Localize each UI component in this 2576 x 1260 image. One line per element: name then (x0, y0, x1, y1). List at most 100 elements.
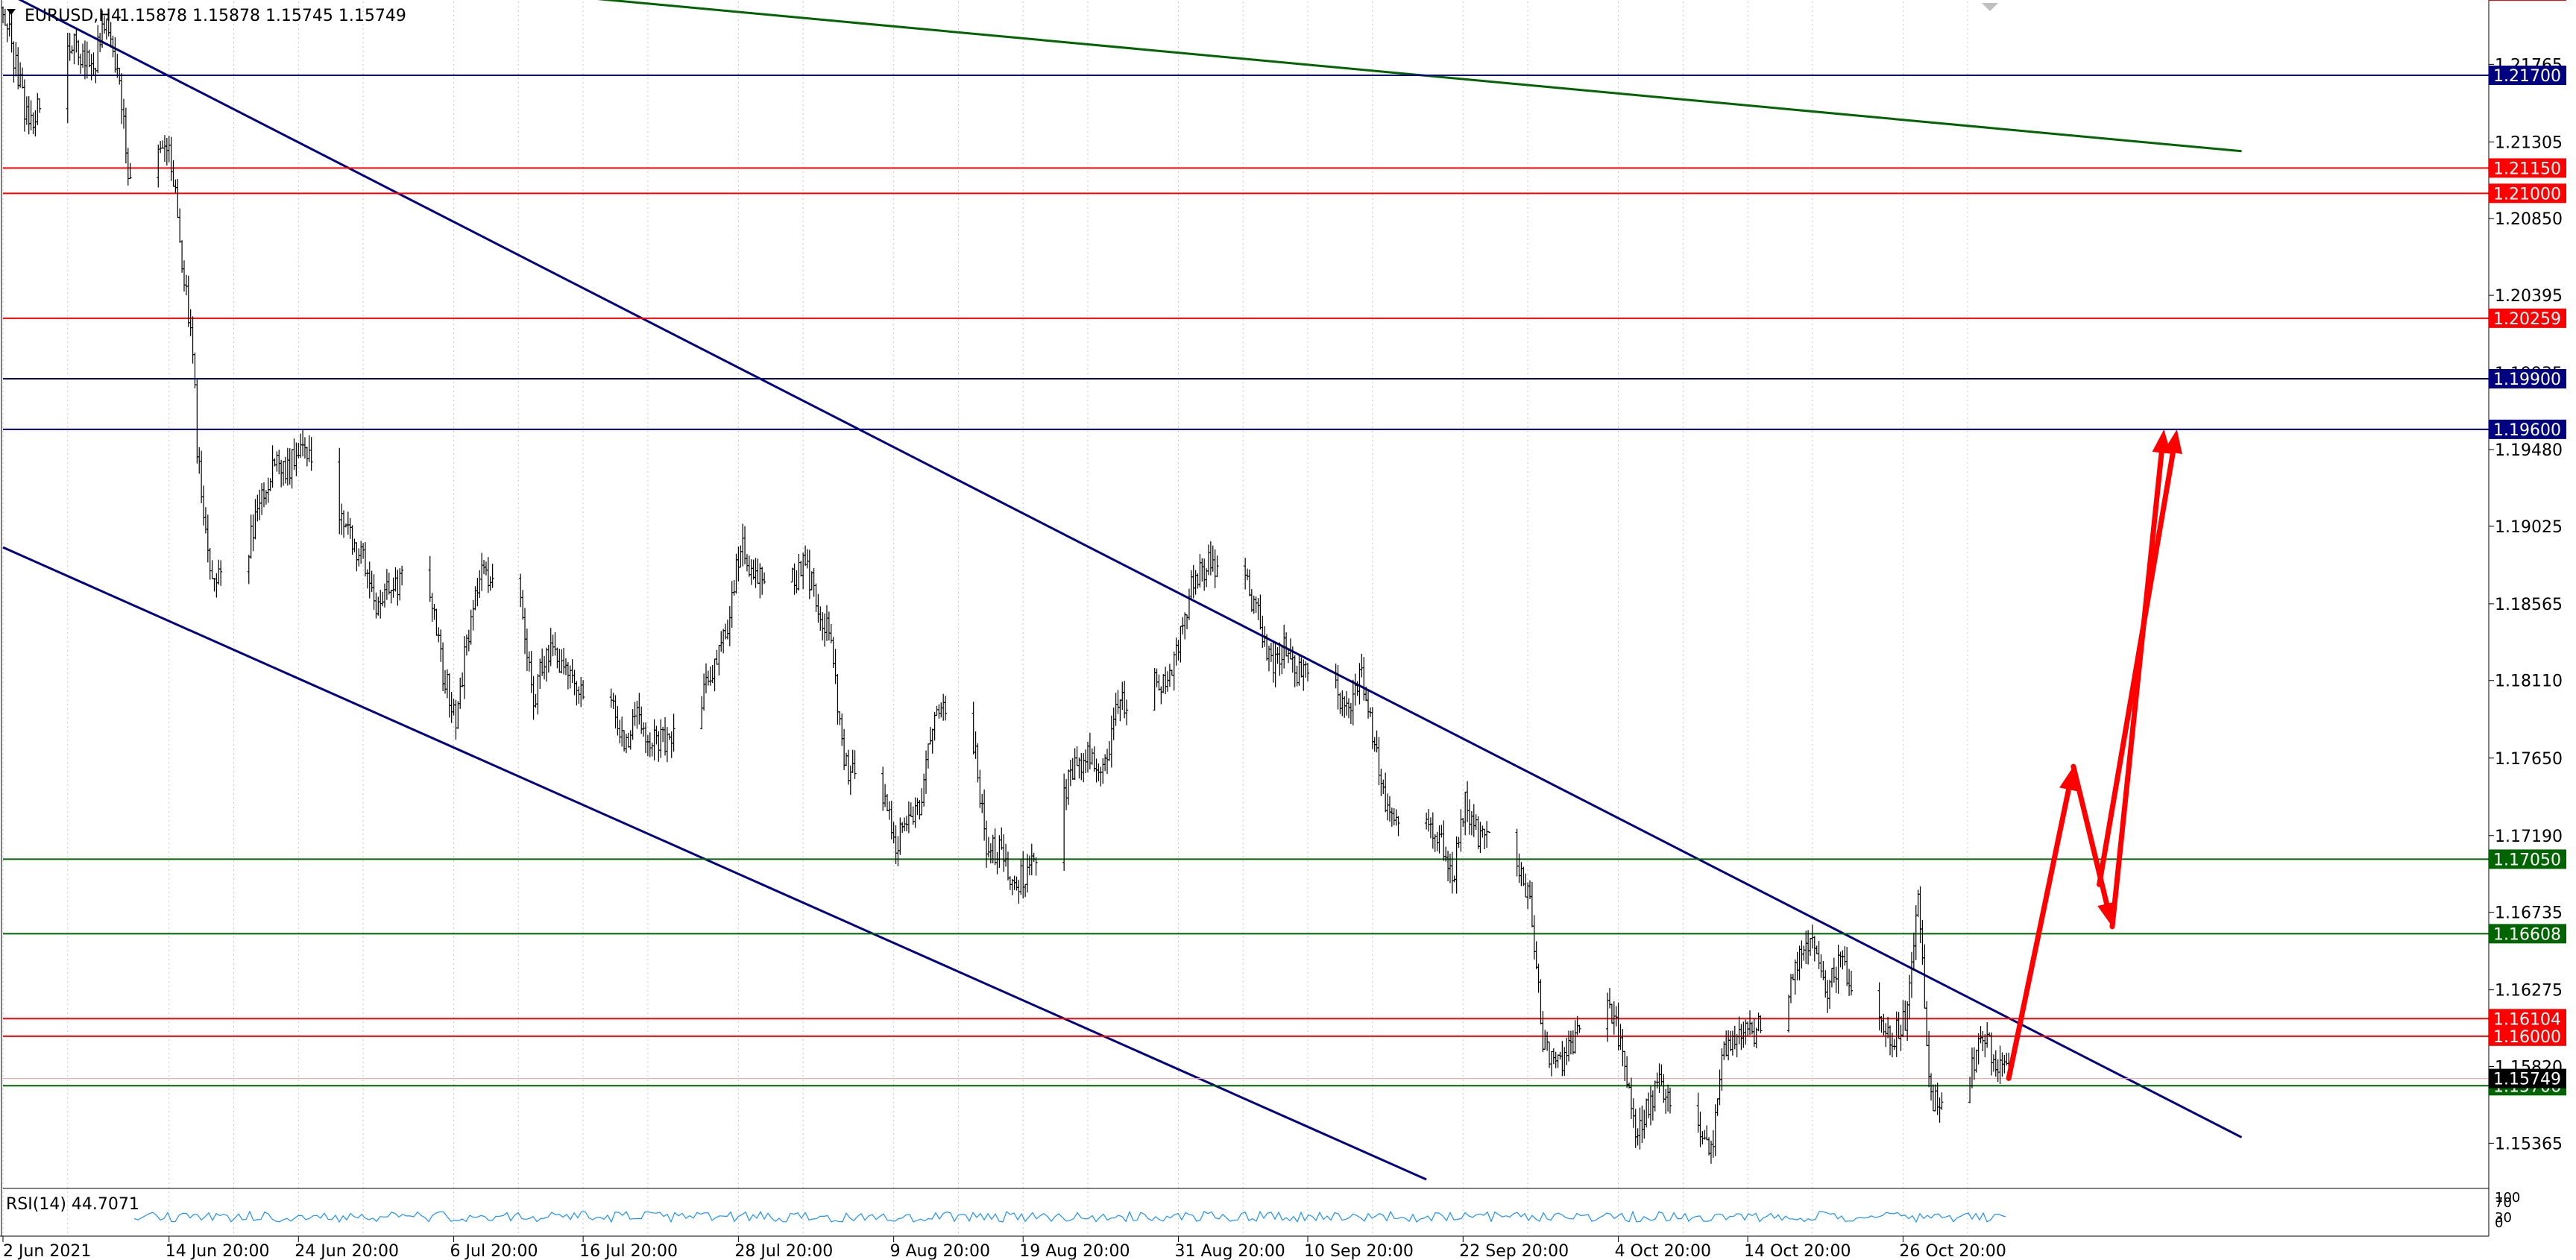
candle (1164, 667, 1168, 695)
candle (491, 564, 494, 588)
candle (1757, 1012, 1760, 1032)
candle (1541, 1011, 1545, 1053)
candle (646, 734, 649, 757)
candle (1247, 569, 1251, 596)
candle (846, 749, 850, 785)
candle (834, 649, 837, 684)
candle (180, 240, 184, 273)
candle (1849, 971, 1853, 996)
candle (745, 554, 749, 572)
candle (5, 23, 9, 42)
candle (1877, 982, 1881, 1030)
candle (118, 67, 122, 85)
candle (467, 629, 470, 652)
candle (1532, 915, 1536, 960)
candle (843, 728, 846, 770)
candle (1543, 1030, 1547, 1050)
candle (1481, 825, 1484, 838)
candle (536, 674, 540, 715)
candle (1522, 866, 1525, 886)
candle (1075, 746, 1079, 766)
candle (1392, 807, 1396, 825)
candle (1970, 1048, 1974, 1089)
candle (1716, 1098, 1719, 1116)
candle (1450, 851, 1454, 894)
candle (840, 714, 844, 746)
shift-marker-icon[interactable] (1982, 3, 1998, 11)
candle (480, 552, 484, 591)
candle (72, 33, 76, 65)
candle (1903, 1000, 1907, 1031)
candle (631, 709, 634, 740)
candle (96, 25, 100, 74)
candle (359, 541, 363, 564)
candle (971, 702, 975, 755)
candle (1386, 793, 1390, 821)
candle (251, 514, 255, 552)
candle (1343, 696, 1347, 718)
candle (1066, 769, 1070, 805)
candle (704, 663, 708, 693)
price-level-badge-label: 1.16104 (2493, 1010, 2561, 1029)
candle (618, 719, 622, 744)
candle (1211, 545, 1215, 572)
candle (171, 160, 175, 187)
candle (253, 499, 257, 540)
candle (985, 820, 989, 868)
candle (1250, 589, 1253, 612)
price-level-badge-label: 1.16000 (2493, 1028, 2561, 1047)
time-tick-label: 4 Oct 20:00 (1615, 1242, 1711, 1260)
price-tick-label: 1.16735 (2495, 904, 2563, 923)
candle (1994, 1050, 1997, 1077)
candle (478, 570, 482, 598)
candle (575, 681, 579, 706)
candle (280, 459, 283, 488)
candle (1610, 1004, 1613, 1024)
candle (1472, 804, 1476, 837)
candle (1297, 655, 1301, 686)
candle (1440, 825, 1443, 838)
candle (655, 725, 658, 745)
candle (749, 559, 753, 585)
candle (629, 730, 632, 750)
candle (1567, 1030, 1571, 1062)
price-level-lines (3, 75, 2489, 1087)
candle (1084, 749, 1088, 774)
time-tick-label: 22 Sep 20:00 (1459, 1242, 1569, 1260)
price-level-badge-label: 1.17050 (2493, 851, 2561, 869)
symbol-label: EURUSD,H4 (25, 7, 122, 25)
candle (706, 670, 710, 686)
time-tick-label: 2 Jun 2021 (3, 1242, 91, 1260)
candle (739, 545, 743, 568)
candle (918, 799, 922, 820)
candle (1000, 827, 1004, 850)
candle (1177, 640, 1180, 661)
trendline (2, 546, 1427, 1181)
chart-frame (0, 0, 2490, 1237)
candle (1349, 702, 1352, 724)
price-level-badge (2489, 849, 2566, 869)
dropdown-triangle-icon[interactable] (7, 9, 16, 15)
candle (558, 649, 561, 673)
candle (342, 510, 346, 538)
candle (1071, 757, 1074, 781)
candle (362, 543, 365, 559)
price-level-badge-label: 1.19600 (2493, 421, 2561, 440)
candle (286, 447, 289, 486)
candle (1828, 980, 1832, 1009)
candle (1735, 1034, 1739, 1058)
candle (795, 570, 799, 593)
price-tick-label: 1.19025 (2495, 518, 2563, 537)
candle (122, 98, 125, 129)
candle (1351, 679, 1355, 725)
rsi-scale-label: 100 (2495, 1190, 2520, 1206)
price-tick-label: 1.20395 (2495, 287, 2563, 306)
candle (1295, 665, 1299, 687)
candle (672, 714, 676, 752)
candle (456, 701, 460, 729)
candle (1707, 1137, 1711, 1156)
time-tick-label: 6 Jul 20:00 (450, 1242, 538, 1260)
candle (916, 798, 919, 816)
